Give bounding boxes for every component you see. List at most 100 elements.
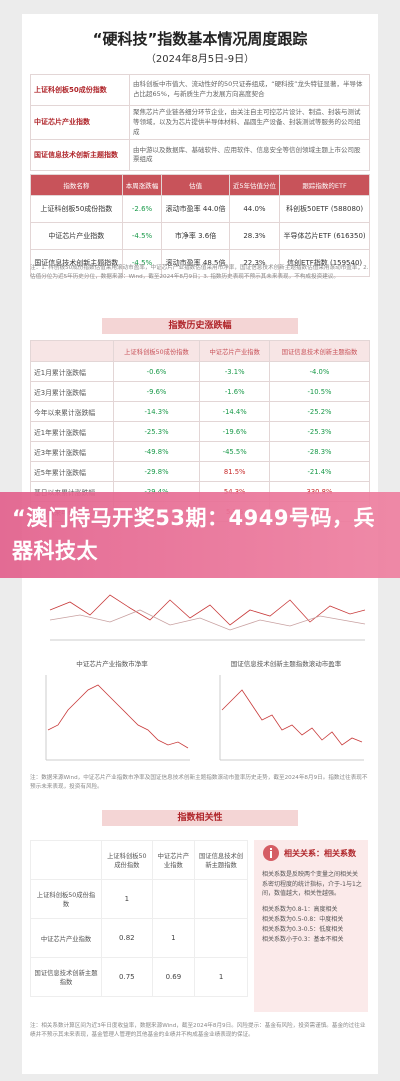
cell: -3.1% <box>199 361 270 382</box>
header-cell: 国证信息技术创新主题指数 <box>194 840 248 880</box>
cell: -49.8% <box>112 441 201 462</box>
row: 近3月累计涨跌幅 -9.6% -1.6% -10.5% <box>30 381 371 402</box>
chart-title: 国证信息技术创新主题指数滚动市盈率 <box>230 660 342 668</box>
cell: 近5年累计涨跌幅 <box>30 461 114 482</box>
index-desc: 聚焦芯片产业链各细分环节企业，由关注自主可控芯片设计、制造、封装与测试等领域，以… <box>129 104 370 141</box>
cell: 半导体芯片ETF (616350) <box>279 222 370 250</box>
row: 近5年累计涨跌幅 -29.8% 81.5% -21.4% <box>30 461 371 482</box>
line <box>49 609 366 631</box>
level: 相关系数为0.8-1：高度相关 <box>262 905 338 913</box>
row: 近3年累计涨跌幅 -49.8% -45.5% -28.3% <box>30 441 371 462</box>
index-name: 中证芯片产业指数 <box>30 104 130 141</box>
info-icon <box>263 845 279 861</box>
level: 相关系数小于0.3：基本不相关 <box>262 936 344 944</box>
cell: -21.4% <box>268 461 371 482</box>
cell: 市净率 3.6倍 <box>161 222 230 250</box>
banner: “澳门特马开奖53期：4949号码，兵器科技太 <box>0 492 400 578</box>
cell: 1 <box>194 957 248 997</box>
pe-chart <box>219 675 364 761</box>
header-cell: 国证信息技术创新主题指数 <box>268 340 371 362</box>
subtitle: （2024年8月5日-9日） <box>145 54 255 65</box>
corner-cell <box>30 340 114 362</box>
header-cell: 中证芯片产业指数 <box>151 840 196 880</box>
line <box>47 684 189 749</box>
cell: -4.5% <box>121 249 163 277</box>
cell: -19.6% <box>199 421 270 442</box>
valuation-table-wrap: 指数名称 本周涨跌幅 估值 近5年估值分位 跟踪指数的ETF 上证科创板50成份指数 -2.… <box>30 174 370 277</box>
cell: 1 <box>151 918 196 958</box>
header-cell: 上证科创板50成份指数 <box>101 840 153 880</box>
row-header: 上证科创板50成份指数 <box>30 879 102 919</box>
info-box: 相关关系：相关系数 相关系数是反映两个变量之间相关关系密切程度的统计指标，介于-… <box>254 840 368 1012</box>
cell: 0.75 <box>101 957 153 997</box>
cell: 近1年累计涨跌幅 <box>30 421 114 442</box>
footer: 注：相关系数计算区间为近3年日度收益率，数据来源Wind，截至2024年8月9日… <box>30 1023 366 1038</box>
cell: 科创板50ETF (588080) <box>279 195 370 223</box>
cell: -14.3% <box>112 401 201 422</box>
line <box>49 594 366 626</box>
header-cell: 中证芯片产业指数 <box>199 340 270 362</box>
header-row: 上证科创板50成份指数 中证芯片产业指数 国证信息技术创新主题指数 <box>30 340 371 362</box>
cell: -10.5% <box>268 381 371 402</box>
title: “硬科技”指数基本情况周度跟踪 <box>92 30 308 48</box>
level: 相关系数为0.5-0.8：中度相关 <box>262 915 344 923</box>
cell: -2.6% <box>121 195 163 223</box>
cell: -25.3% <box>268 421 371 442</box>
cell: 今年以来累计涨跌幅 <box>30 401 114 422</box>
history-line-chart <box>49 594 366 641</box>
correlation-matrix: 上证科创板50成份指数 中证芯片产业指数 国证信息技术创新主题指数 上证科创板50成份… <box>30 840 248 997</box>
cell: 1 <box>101 879 153 919</box>
row: 近1年累计涨跌幅 -25.3% -19.6% -25.3% <box>30 421 371 442</box>
index-desc: 由中游以及数据库、基础软件、应用软件、信息安全等信创领域主题上市公司股票组成 <box>129 139 370 172</box>
section-title: 指数相关性 <box>102 810 298 826</box>
cell: -4.0% <box>268 361 371 382</box>
corner-cell <box>30 840 102 880</box>
cell: 44.0% <box>228 195 281 223</box>
intro-table-wrap: 上证科创板50成份指数 由科创板中市值大、流动性好的50只证券组成，“硬科技”龙头… <box>30 74 370 172</box>
cell: -14.4% <box>199 401 270 422</box>
cell: 81.5% <box>199 461 270 482</box>
cell: -29.8% <box>112 461 201 482</box>
valuation-table: 指数名称 本周涨跌幅 估值 近5年估值分位 跟踪指数的ETF 上证科创板50成份指数 -2.… <box>30 174 370 277</box>
header-cell: 本周涨跌幅 <box>121 174 163 196</box>
row: 国证信息技术创新主题指数 -4.5% 滚动市盈率 48.5倍 22.3% 信创ETF指数… <box>30 249 370 277</box>
cell: -25.3% <box>112 421 201 442</box>
line <box>221 689 363 746</box>
pb-chart <box>45 675 190 761</box>
section-title: 指数历史涨跌幅 <box>102 318 298 334</box>
intro-table: 上证科创板50成份指数 由科创板中市值大、流动性好的50只证券组成，“硬科技”龙头… <box>30 74 370 172</box>
header-row: 上证科创板50成份指数 中证芯片产业指数 国证信息技术创新主题指数 <box>30 840 248 880</box>
cell: 近1月累计涨跌幅 <box>30 361 114 382</box>
cell: -45.5% <box>199 441 270 462</box>
index-name: 上证科创板50成份指数 <box>30 74 130 106</box>
row: 今年以来累计涨跌幅 -14.3% -14.4% -25.2% <box>30 401 371 422</box>
cell: -28.3% <box>268 441 371 462</box>
cell: 滚动市盈率 48.5倍 <box>161 249 230 277</box>
row: 中证芯片产业指数 0.82 1 <box>30 918 248 958</box>
cell: -0.6% <box>112 361 201 382</box>
cell: 上证科创板50成份指数 <box>30 195 123 223</box>
row: 中证芯片产业指数 聚焦芯片产业链各细分环节企业，由关注自主可控芯片设计、制造、封装… <box>30 104 370 141</box>
box-title: 相关关系：相关系数 <box>284 849 356 858</box>
row: 上证科创板50成份指数 -2.6% 滚动市盈率 44.0倍 44.0% 科创板50ETF… <box>30 195 370 223</box>
chart-title: 中证芯片产业指数市净率 <box>76 660 148 668</box>
cell: 0.69 <box>151 957 196 997</box>
header-cell: 上证科创板50成份指数 <box>112 340 201 362</box>
cell: -9.6% <box>112 381 201 402</box>
header-cell: 估值 <box>161 174 230 196</box>
box-text: 相关系数是反映两个变量之间相关关系密切程度的统计指标，介于-1与1之间，数值越大… <box>262 870 362 946</box>
row-header: 国证信息技术创新主题指数 <box>30 957 102 997</box>
cell: 22.3% <box>228 249 281 277</box>
cell: 0.82 <box>101 918 153 958</box>
cell: -4.5% <box>121 222 163 250</box>
cell: 信创ETF指数 (159540) <box>279 249 370 277</box>
cell: 近3月累计涨跌幅 <box>30 381 114 402</box>
level: 相关系数为0.3-0.5：低度相关 <box>262 926 344 934</box>
index-name: 国证信息技术创新主题指数 <box>30 139 130 172</box>
empty-cell <box>151 879 196 919</box>
header-cell: 近5年估值分位 <box>228 174 281 196</box>
row: 国证信息技术创新主题指数 0.75 0.69 1 <box>30 957 248 997</box>
row: 上证科创板50成份指数 1 <box>30 879 248 919</box>
banner-text: “澳门特马开奖53期：4949号码，兵器科技太 <box>12 506 375 563</box>
